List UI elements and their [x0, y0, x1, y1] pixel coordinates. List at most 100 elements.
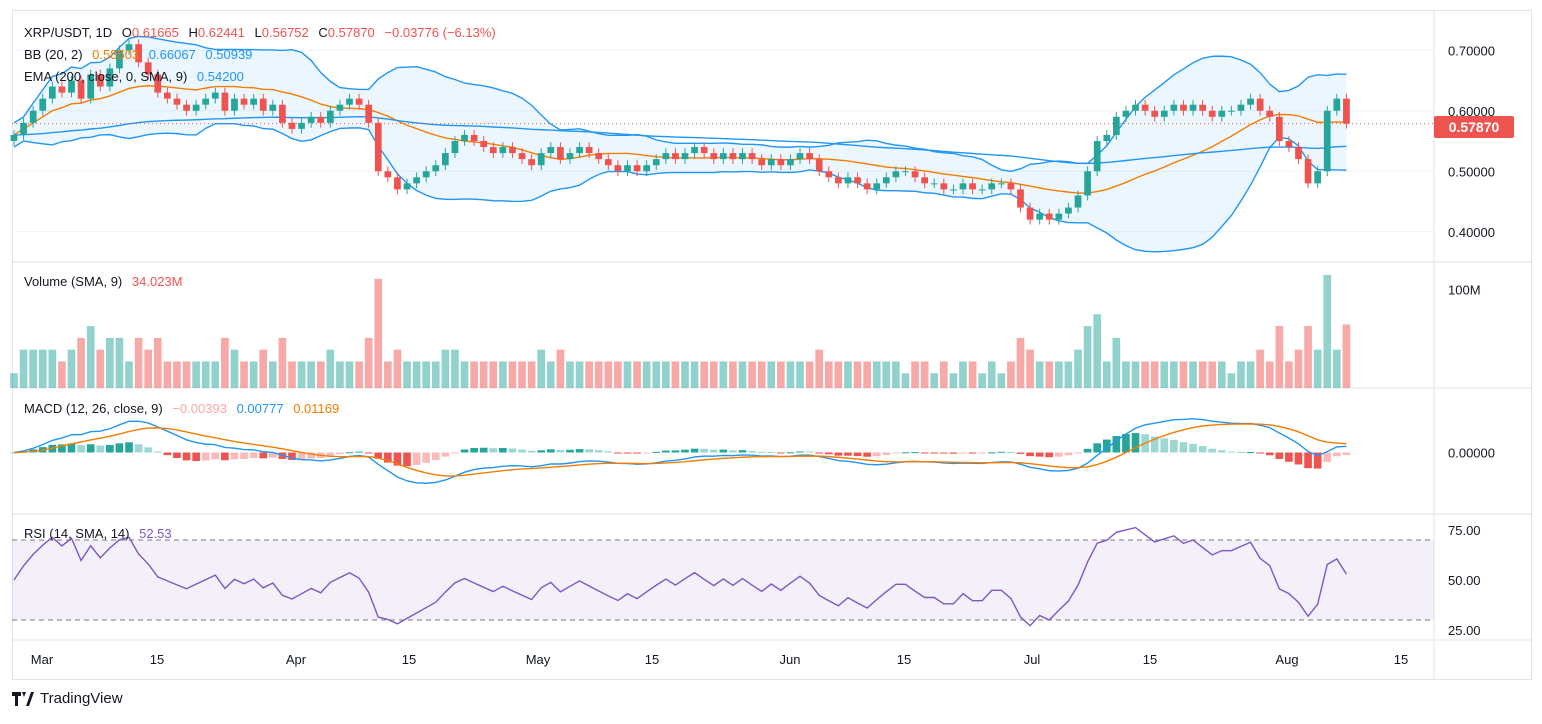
- candles: [10, 39, 1350, 225]
- volume-bar: [1265, 361, 1274, 388]
- volume-bar: [1170, 361, 1178, 388]
- volume-bar: [192, 361, 200, 388]
- volume-bar: [1256, 349, 1264, 388]
- macd-histogram-bar: [364, 452, 373, 454]
- candle-body: [77, 80, 85, 99]
- macd-histogram-bar: [1170, 439, 1178, 453]
- macd-histogram-bar: [834, 452, 843, 456]
- candle-body: [585, 147, 593, 154]
- x-tick-label: 15: [897, 652, 911, 667]
- volume-bar: [221, 337, 229, 388]
- macd-histogram-bar: [920, 452, 929, 454]
- volume-bar: [796, 361, 804, 388]
- candle-body: [729, 153, 737, 160]
- ema-200-line: [13, 116, 1347, 165]
- macd-histogram-bar: [805, 451, 814, 453]
- candle-body: [384, 171, 392, 178]
- macd-histogram-bar: [1313, 452, 1322, 469]
- candle-body: [96, 74, 104, 87]
- volume-bar: [479, 361, 488, 388]
- volume-bar: [844, 361, 852, 388]
- volume-bar: [412, 361, 421, 388]
- candle-body: [930, 183, 938, 185]
- candle-body: [796, 153, 804, 160]
- macd-histogram-bar: [1189, 443, 1197, 453]
- volume-bar: [403, 361, 411, 388]
- candle-body: [1237, 104, 1245, 111]
- volume-bar: [441, 349, 450, 388]
- volume-bar: [1083, 326, 1092, 388]
- last-price-tag: 0.57870: [1434, 116, 1514, 138]
- tradingview-logo-icon: [12, 691, 34, 706]
- volume-bar: [393, 349, 402, 388]
- candle-body: [787, 159, 794, 166]
- macd-histogram-bar: [796, 451, 804, 453]
- volume-bar: [604, 361, 613, 388]
- candle-body: [518, 153, 526, 160]
- bb-basis-line: [13, 85, 1347, 194]
- bb-fill: [14, 36, 1347, 252]
- macd-histogram-bar: [546, 449, 555, 453]
- macd-histogram-bar: [863, 452, 871, 457]
- macd-histogram-bar: [1055, 452, 1063, 457]
- macd-histogram-bar: [384, 452, 392, 463]
- volume-bar: [1342, 324, 1351, 388]
- candle-body: [10, 134, 18, 141]
- macd-histogram-bar: [1064, 452, 1073, 456]
- macd-histogram-bar: [441, 452, 450, 457]
- volume-bar: [968, 361, 977, 388]
- macd-histogram-bar: [968, 452, 977, 454]
- candle-body: [1189, 104, 1197, 111]
- macd-histogram-bar: [393, 452, 402, 466]
- candle-body: [1180, 104, 1187, 111]
- candle-body: [164, 92, 171, 99]
- volume-bar: [546, 361, 555, 388]
- macd-legend: MACD (12, 26, close, 9) −0.00393 0.00777…: [24, 401, 340, 416]
- candle-body: [719, 153, 727, 160]
- volume-bar: [182, 361, 191, 388]
- volume-bar: [67, 349, 76, 388]
- macd-histogram-bar: [1160, 438, 1169, 453]
- candle-body: [231, 98, 238, 111]
- volume-bar: [892, 361, 900, 388]
- candle-body: [365, 104, 373, 123]
- volume-bar: [249, 361, 258, 388]
- candle-body: [988, 183, 996, 190]
- x-tick-label: Jun: [780, 652, 801, 667]
- macd-histogram-bar: [355, 451, 363, 453]
- volume-bar: [96, 349, 105, 388]
- candle-body: [1074, 195, 1082, 208]
- volume-legend: Volume (SMA, 9) 34.023M: [24, 274, 183, 289]
- volume-bar: [173, 361, 181, 388]
- macd-histogram-bar: [451, 452, 459, 454]
- candle-body: [1036, 213, 1044, 220]
- branding[interactable]: TradingView: [12, 690, 123, 707]
- candle-body: [307, 116, 315, 123]
- candle-body: [1333, 98, 1341, 111]
- candle-body: [259, 98, 267, 111]
- macd-histogram-bar: [786, 452, 795, 454]
- macd-histogram-bar: [777, 452, 785, 454]
- ohlc-values: O0.61665 H0.62441 L0.56752 C0.57870 −0.0…: [121, 25, 496, 40]
- candle-body: [480, 141, 488, 148]
- volume-bar: [633, 361, 641, 388]
- candle-body: [413, 177, 420, 184]
- macd-histogram-bar: [374, 452, 383, 459]
- rsi-tick-label: 75.00: [1448, 523, 1481, 538]
- candle-body: [125, 44, 133, 51]
- candle-body: [20, 122, 27, 135]
- volume-bar: [374, 278, 383, 388]
- macd-histogram-bar: [201, 452, 210, 461]
- candle-body: [681, 153, 689, 160]
- macd-histogram-bar: [297, 452, 306, 460]
- volume-bar: [10, 373, 18, 388]
- candle-body: [1314, 171, 1322, 184]
- macd-histogram-bar: [412, 452, 421, 465]
- volume-bar: [1323, 274, 1332, 388]
- candle-body: [940, 183, 948, 190]
- volume-bar: [853, 361, 862, 388]
- macd-histogram-bar: [259, 452, 268, 459]
- candle-body: [921, 177, 928, 184]
- symbol-label[interactable]: XRP/USDT, 1D: [24, 25, 113, 40]
